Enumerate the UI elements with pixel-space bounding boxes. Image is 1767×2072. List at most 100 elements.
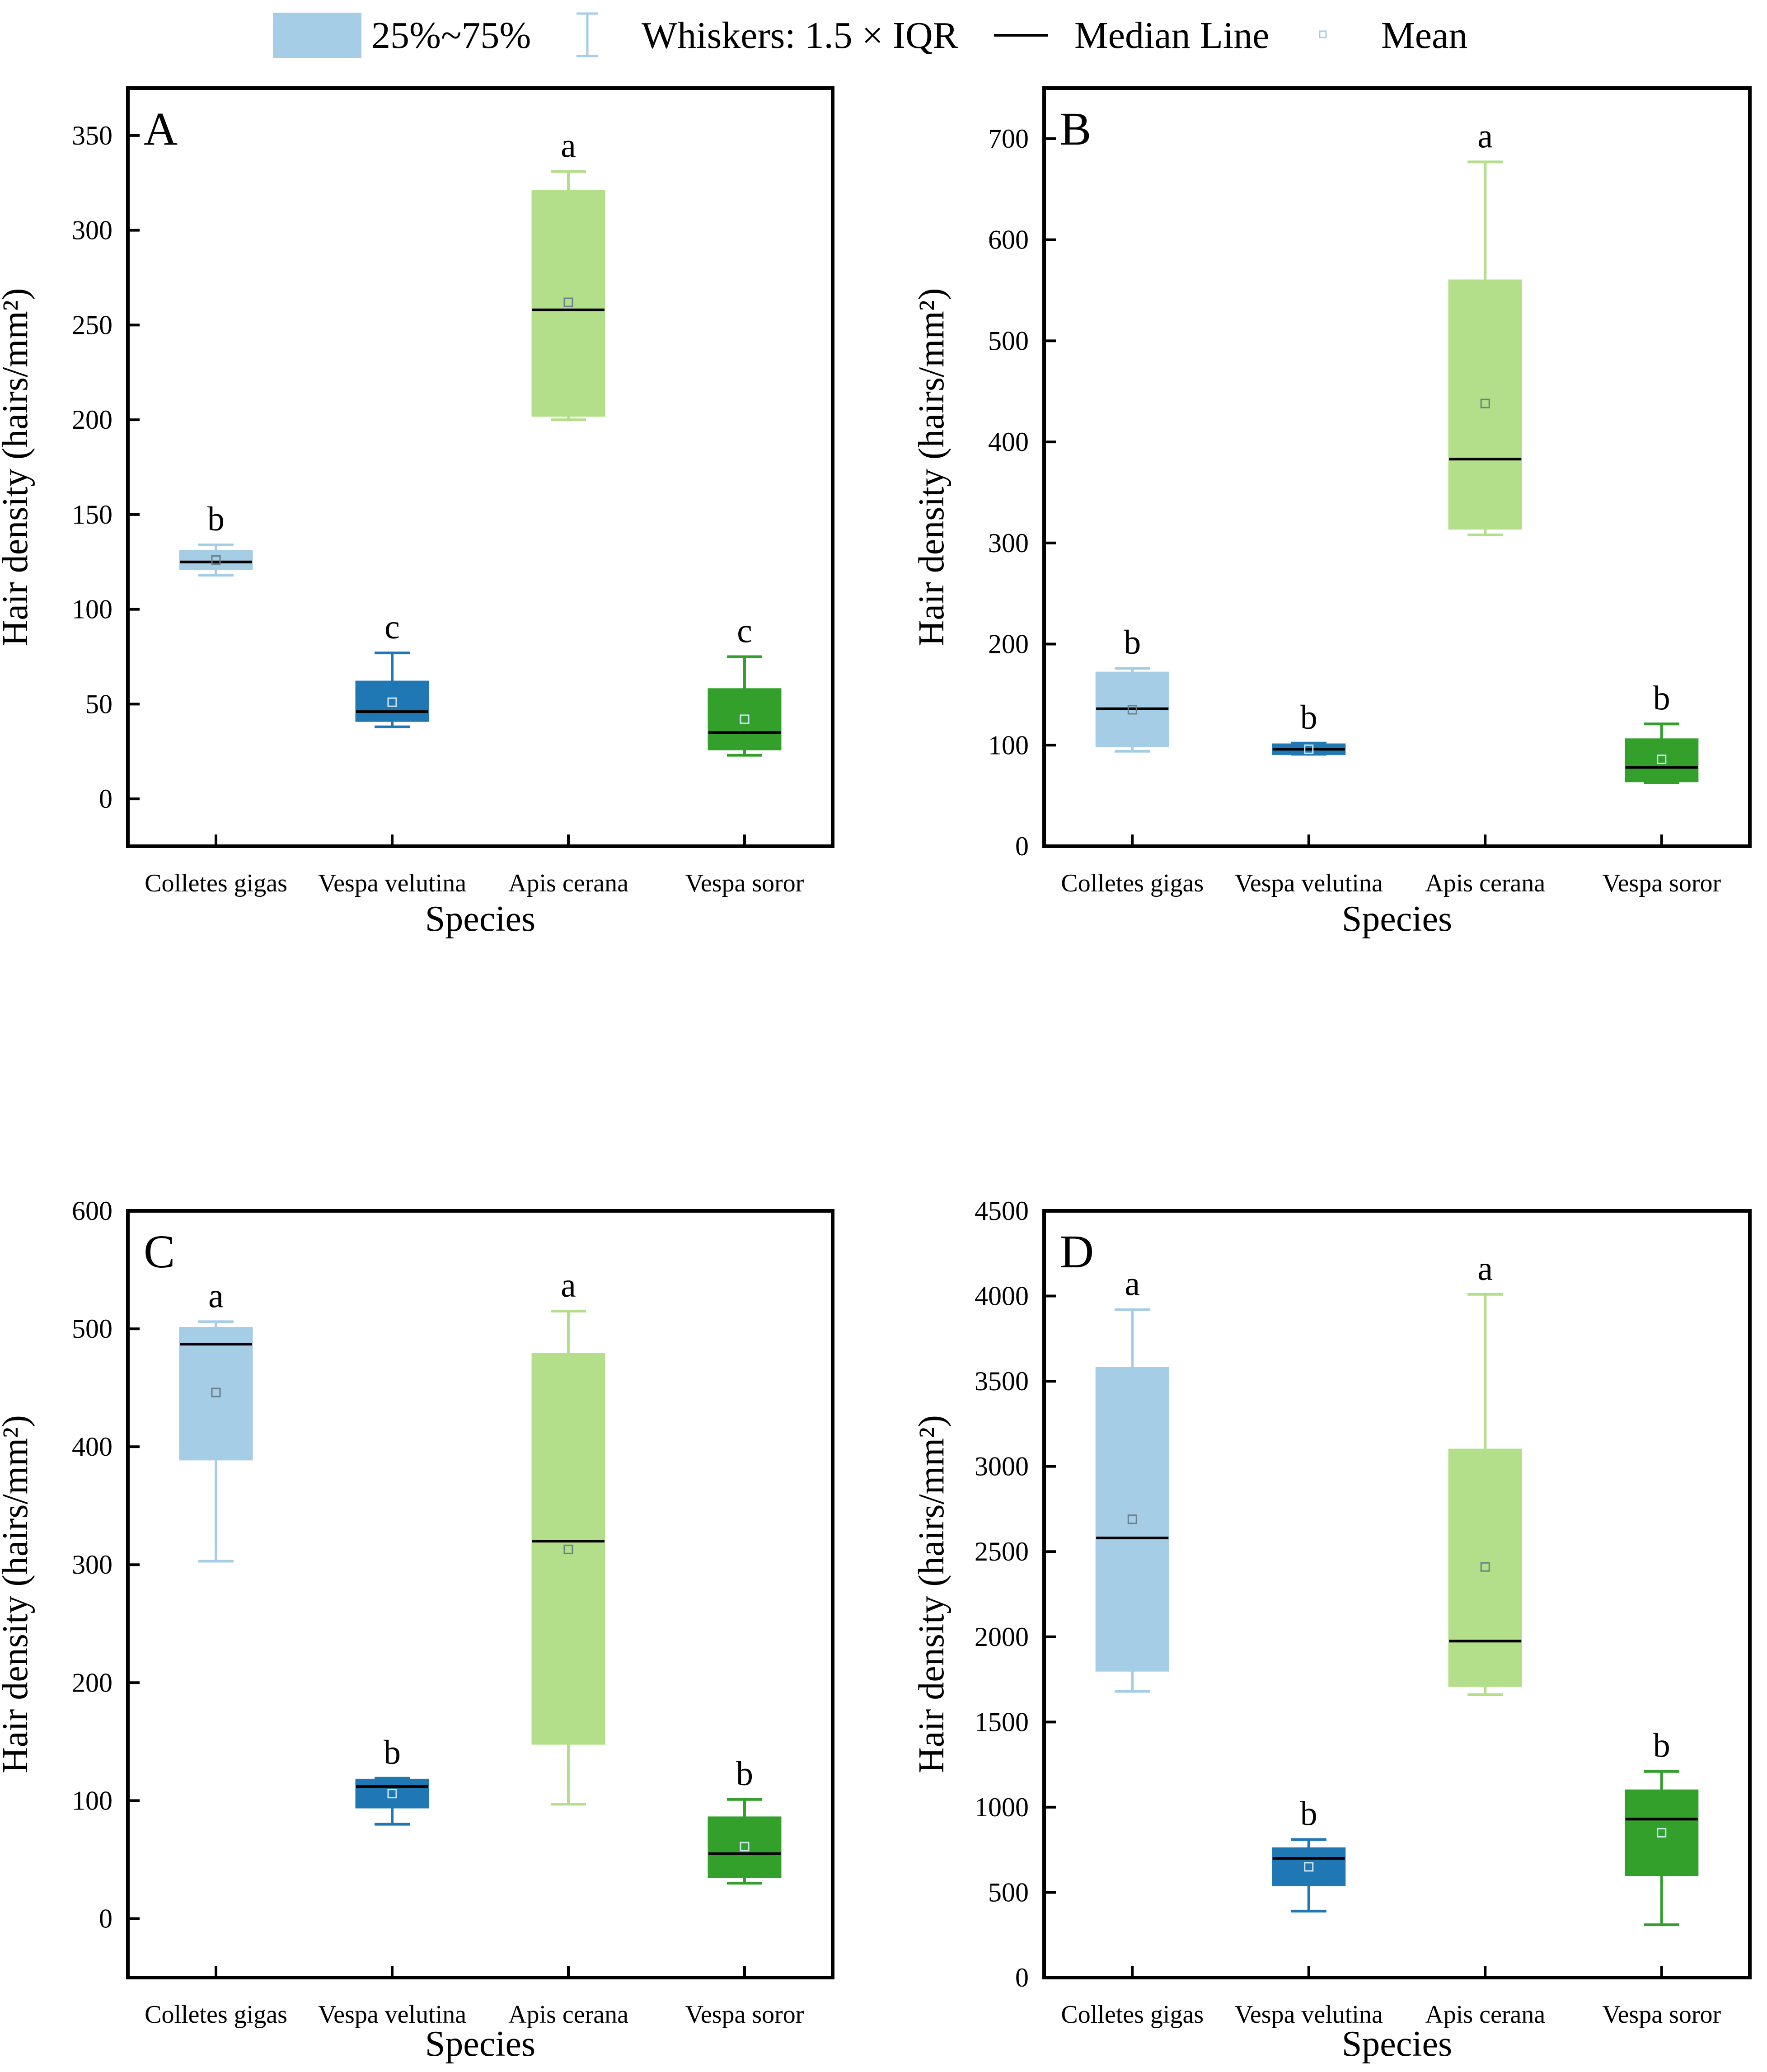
x-tick-label: Apis cerana bbox=[508, 869, 628, 897]
y-tick-label: 0 bbox=[1015, 831, 1029, 861]
x-tick-label: Apis cerana bbox=[1425, 869, 1545, 897]
legend-whisker-label: Whiskers: 1.5 × IQR bbox=[642, 14, 958, 56]
y-tick-label: 0 bbox=[99, 1903, 112, 1933]
y-tick-label: 3500 bbox=[975, 1366, 1029, 1396]
y-tick-label: 50 bbox=[85, 689, 112, 719]
y-tick-label: 700 bbox=[988, 124, 1029, 154]
box-2: a bbox=[1448, 1250, 1522, 1696]
significance-letter: b bbox=[384, 1734, 401, 1772]
x-tick-label: Vespa velutina bbox=[1235, 2001, 1383, 2029]
significance-letter: a bbox=[561, 127, 576, 165]
panel-letter: A bbox=[144, 103, 178, 155]
box-1: c bbox=[355, 608, 429, 728]
y-tick-label: 1500 bbox=[975, 1707, 1029, 1737]
iqr-box bbox=[1095, 1367, 1169, 1672]
mean-marker bbox=[387, 1789, 397, 1799]
plot-frame bbox=[1042, 1209, 1752, 1979]
iqr-box bbox=[179, 1327, 253, 1461]
y-tick-label: 100 bbox=[72, 595, 112, 624]
legend-whisker-symbol bbox=[577, 12, 598, 57]
y-tick-label: 2500 bbox=[975, 1537, 1029, 1566]
box-3: b bbox=[708, 1755, 782, 1885]
x-tick-label: Apis cerana bbox=[508, 2001, 628, 2029]
legend-median-label: Median Line bbox=[1074, 14, 1270, 56]
y-axis-title: Hair density (hairs/mm²) bbox=[0, 288, 35, 647]
mean-marker bbox=[211, 555, 221, 565]
iqr-box bbox=[355, 1778, 429, 1809]
significance-letter: c bbox=[384, 608, 400, 646]
iqr-box bbox=[1625, 1789, 1699, 1876]
mean-marker bbox=[1657, 755, 1667, 764]
significance-letter: a bbox=[561, 1266, 576, 1304]
y-tick-label: 600 bbox=[988, 225, 1029, 255]
iqr-box bbox=[708, 688, 782, 750]
x-tick-label: Vespa soror bbox=[685, 2001, 804, 2029]
mean-marker bbox=[740, 714, 750, 724]
significance-letter: a bbox=[208, 1277, 224, 1315]
plot-frame bbox=[126, 1209, 834, 1979]
x-axis-title: Species bbox=[1342, 899, 1452, 939]
significance-letter: b bbox=[1300, 698, 1317, 736]
iqr-box bbox=[179, 550, 253, 571]
x-tick-label: Colletes gigas bbox=[1061, 869, 1204, 897]
significance-letter: a bbox=[1477, 117, 1493, 155]
box-1: b bbox=[1272, 1795, 1346, 1913]
x-tick-label: Vespa soror bbox=[685, 869, 804, 897]
box-3: b bbox=[1625, 1727, 1699, 1927]
mean-marker bbox=[1304, 1862, 1314, 1872]
legend-mean-symbol bbox=[1319, 30, 1327, 38]
x-tick-label: Colletes gigas bbox=[1061, 2001, 1204, 2029]
y-tick-label: 4500 bbox=[975, 1196, 1029, 1226]
box-0: b bbox=[179, 500, 253, 577]
y-tick-label: 0 bbox=[1015, 1963, 1029, 1992]
x-axis-title: Species bbox=[425, 2024, 535, 2064]
y-tick-label: 200 bbox=[72, 405, 112, 435]
significance-letter: a bbox=[1477, 1250, 1493, 1288]
significance-letter: b bbox=[736, 1755, 753, 1793]
panel-a: 0 50 100 150 200 250 300 350 Colletes gigas Vespa… bbox=[0, 86, 834, 939]
significance-letter: a bbox=[1125, 1265, 1140, 1303]
box-1: b bbox=[1272, 698, 1346, 756]
y-tick-label: 300 bbox=[72, 1550, 112, 1580]
panel-b: 0 100 200 300 400 500 600 700 Colletes gigas Vesp… bbox=[912, 86, 1752, 939]
y-axis-title: Hair density (hairs/mm²) bbox=[912, 1415, 951, 1773]
x-axis-title: Species bbox=[425, 899, 535, 939]
y-tick-label: 2000 bbox=[975, 1622, 1029, 1652]
legend-box-swatch bbox=[273, 13, 361, 58]
significance-letter: b bbox=[1300, 1795, 1317, 1833]
plot-frame bbox=[1042, 86, 1752, 848]
y-tick-label: 600 bbox=[72, 1196, 112, 1226]
mean-marker bbox=[563, 297, 573, 307]
mean-marker bbox=[1480, 1562, 1490, 1572]
panel-c: 0 100 200 300 400 500 600 Colletes gigas Vespa v… bbox=[0, 1196, 834, 2064]
x-tick-label: Vespa velutina bbox=[1235, 869, 1383, 897]
y-tick-label: 400 bbox=[72, 1432, 112, 1462]
iqr-box bbox=[1272, 1847, 1346, 1886]
iqr-box bbox=[708, 1816, 782, 1878]
panel-letter: D bbox=[1060, 1226, 1094, 1278]
legend: 25%~75% Whiskers: 1.5 × IQR Median Line … bbox=[273, 12, 1467, 58]
x-tick-label: Colletes gigas bbox=[145, 2001, 287, 2029]
mean-marker bbox=[1127, 1514, 1137, 1524]
significance-letter: b bbox=[1124, 623, 1141, 661]
box-0: a bbox=[179, 1277, 253, 1563]
iqr-box bbox=[355, 680, 429, 722]
iqr-box bbox=[1625, 738, 1699, 783]
y-tick-label: 0 bbox=[99, 784, 112, 814]
iqr-box bbox=[1448, 1449, 1522, 1687]
box-0: b bbox=[1095, 623, 1169, 753]
y-tick-label: 500 bbox=[988, 326, 1029, 356]
y-tick-label: 150 bbox=[72, 500, 112, 530]
mean-marker bbox=[1304, 744, 1314, 754]
y-tick-label: 3000 bbox=[975, 1452, 1029, 1481]
box-1: b bbox=[355, 1734, 429, 1826]
plot-frame bbox=[126, 86, 834, 848]
x-tick-label: Apis cerana bbox=[1425, 2001, 1545, 2029]
x-tick-label: Colletes gigas bbox=[145, 869, 287, 897]
significance-letter: c bbox=[737, 612, 752, 650]
box-2: a bbox=[531, 127, 605, 422]
y-tick-label: 4000 bbox=[975, 1281, 1029, 1311]
mean-marker bbox=[563, 1544, 573, 1554]
significance-letter: b bbox=[207, 500, 225, 538]
